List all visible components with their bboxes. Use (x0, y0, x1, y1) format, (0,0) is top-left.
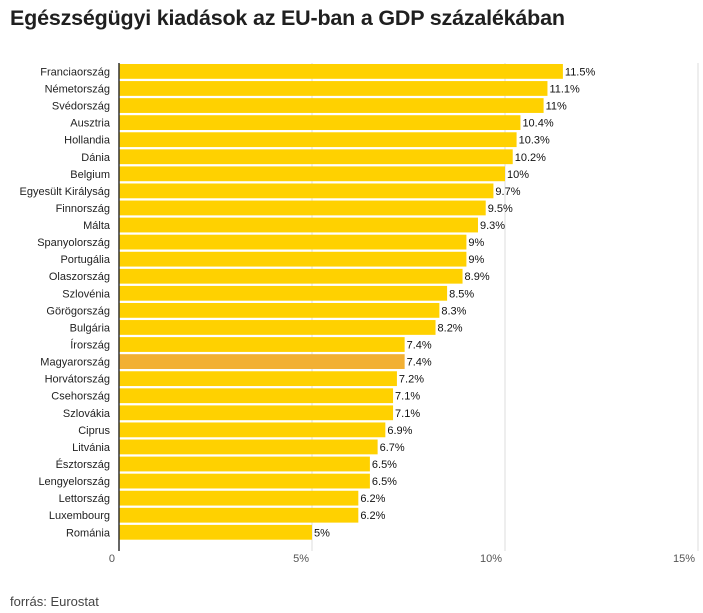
source-note: forrás: Eurostat (10, 594, 99, 609)
category-label: Litvánia (72, 442, 111, 454)
category-label: Franciaország (40, 66, 110, 78)
category-label: Svédország (52, 101, 110, 113)
x-tick-label: 10% (480, 553, 502, 565)
bar (119, 473, 370, 489)
category-label: Észtország (56, 458, 110, 471)
value-label: 8.3% (441, 305, 466, 317)
category-label: Lengyelország (38, 476, 110, 488)
bar (119, 268, 463, 284)
category-label: Németország (45, 83, 110, 95)
value-label: 11% (546, 101, 567, 113)
bar (119, 456, 370, 472)
bars (119, 64, 563, 540)
x-tick-label: 0 (109, 553, 115, 565)
category-label: Ciprus (78, 425, 110, 437)
bar (119, 371, 397, 387)
category-label: Románia (66, 527, 111, 539)
value-label: 6.7% (380, 442, 405, 454)
category-label: Egyesült Királyság (20, 186, 111, 198)
category-label: Luxembourg (49, 510, 110, 522)
category-label: Portugália (60, 254, 110, 266)
category-label: Bulgária (70, 322, 111, 334)
value-label: 11.5% (565, 66, 596, 78)
value-label: 7.2% (399, 374, 424, 386)
x-axis-ticks: 0 5% 10% 15% (109, 553, 695, 565)
bar (119, 149, 513, 165)
category-label: Magyarország (40, 357, 110, 369)
bar (119, 183, 494, 199)
bar (119, 251, 467, 267)
value-label: 10.2% (515, 152, 546, 164)
bar-chart: Franciaország Németország Svédország Ausztr… (20, 63, 699, 565)
category-label: Szlovákia (63, 408, 111, 420)
category-label: Csehország (51, 391, 110, 403)
x-tick-label: 15% (673, 553, 695, 565)
category-labels: Franciaország Németország Svédország Ausztr… (20, 66, 111, 539)
value-label: 9.3% (480, 220, 505, 232)
category-label: Finnország (56, 203, 110, 215)
bar (119, 354, 405, 369)
bar (119, 115, 521, 131)
value-label: 9.5% (488, 203, 513, 215)
category-label: Lettország (59, 493, 110, 505)
bar (119, 337, 405, 352)
value-label: 9.7% (495, 186, 520, 198)
value-label: 7.4% (407, 357, 432, 369)
value-label: 8.9% (465, 271, 490, 283)
category-label: Málta (83, 220, 111, 232)
bar (119, 490, 359, 506)
value-label: 9% (468, 254, 484, 266)
category-label: Hollandia (64, 135, 111, 147)
value-label: 8.2% (438, 322, 463, 334)
value-label: 6.9% (387, 425, 412, 437)
bar (119, 320, 436, 335)
value-label: 6.5% (372, 476, 397, 488)
bar (119, 234, 467, 250)
bar (119, 302, 440, 318)
value-label: 9% (468, 237, 484, 249)
bar (119, 388, 394, 404)
x-tick-label: 5% (293, 553, 309, 565)
category-label: Spanyolország (37, 237, 110, 249)
category-label: Írország (70, 339, 110, 352)
bar (119, 405, 394, 421)
category-label: Görögország (46, 305, 110, 317)
category-label: Belgium (70, 169, 110, 181)
bar (119, 439, 378, 455)
category-label: Horvátország (45, 374, 110, 386)
value-labels: 11.5% 11.1% 11% 10.4% 10.3% 10.2% 10% 9.7% 9.5% 9… (314, 66, 595, 539)
bar (119, 422, 386, 438)
category-label: Szlovénia (62, 288, 111, 300)
bar (119, 132, 517, 148)
bar (119, 524, 312, 540)
value-label: 6.5% (372, 459, 397, 471)
value-label: 8.5% (449, 288, 474, 300)
bar (119, 217, 478, 233)
bar (119, 285, 448, 301)
value-label: 6.2% (360, 510, 385, 522)
bar (119, 200, 486, 216)
value-label: 11.1% (549, 83, 580, 95)
chart-title: Egészségügyi kiadások az EU-ban a GDP sz… (10, 6, 565, 30)
bar (119, 507, 359, 523)
category-label: Olaszország (49, 271, 110, 283)
bar (119, 64, 563, 79)
category-label: Dánia (81, 152, 111, 164)
value-label: 6.2% (360, 493, 385, 505)
bar (119, 166, 505, 182)
value-label: 10.4% (522, 118, 553, 130)
value-label: 7.4% (407, 340, 432, 352)
value-label: 7.1% (395, 408, 420, 420)
value-label: 7.1% (395, 391, 420, 403)
value-label: 10% (507, 169, 529, 181)
category-label: Ausztria (70, 118, 111, 130)
value-label: 10.3% (519, 135, 550, 147)
bar (119, 81, 548, 96)
bar (119, 98, 544, 113)
value-label: 5% (314, 527, 330, 539)
